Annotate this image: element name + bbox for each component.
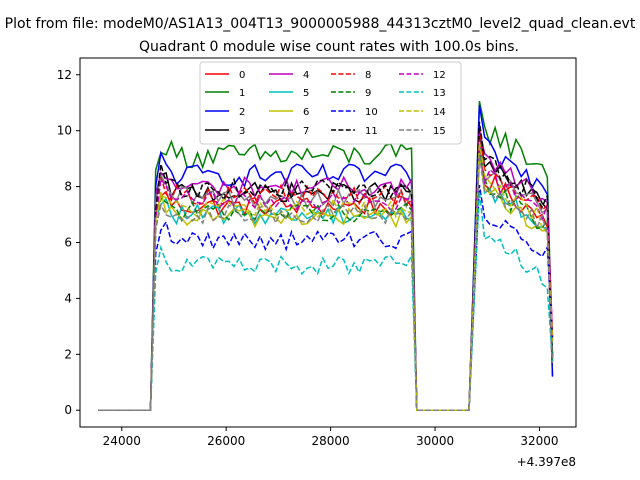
x-axis: 24000 26000 28000 30000 32000 xyxy=(103,427,559,448)
series-line-15 xyxy=(98,154,554,411)
legend-label: 13 xyxy=(433,88,446,99)
chart-title: Quadrant 0 module wise count rates with … xyxy=(139,39,519,55)
y-tick-label: 12 xyxy=(57,68,72,82)
legend-label: 9 xyxy=(365,88,371,99)
series-line-10 xyxy=(98,184,554,411)
series-lines xyxy=(98,101,554,411)
y-tick-label: 2 xyxy=(64,347,72,361)
y-tick-label: 6 xyxy=(64,236,72,250)
series-line-1 xyxy=(98,101,554,411)
figure-suptitle: Plot from file: modeM0/AS1A13_004T13_900… xyxy=(5,16,636,32)
legend-label: 0 xyxy=(239,70,245,81)
legend-label: 4 xyxy=(303,70,309,81)
legend-label: 8 xyxy=(365,70,371,81)
x-tick-label: 30000 xyxy=(416,434,454,448)
legend-box xyxy=(199,61,462,145)
legend-label: 6 xyxy=(303,107,309,118)
y-tick-label: 4 xyxy=(64,291,72,305)
y-tick-label: 10 xyxy=(57,124,72,138)
x-tick-label: 28000 xyxy=(312,434,350,448)
x-tick-label: 32000 xyxy=(520,434,558,448)
legend-label: 12 xyxy=(433,70,446,81)
y-tick-label: 8 xyxy=(64,180,72,194)
legend-label: 10 xyxy=(365,107,378,118)
legend-label: 15 xyxy=(433,126,446,137)
legend-label: 11 xyxy=(365,126,378,137)
x-tick-label: 24000 xyxy=(103,434,141,448)
x-offset-label: +4.397e8 xyxy=(517,455,576,469)
y-tick-label: 0 xyxy=(64,403,72,417)
legend-label: 2 xyxy=(239,107,245,118)
legend-label: 3 xyxy=(239,126,245,137)
series-line-13 xyxy=(98,191,554,411)
legend-label: 1 xyxy=(239,88,245,99)
legend-label: 14 xyxy=(433,107,446,118)
y-axis: 0 2 4 6 8 10 12 xyxy=(57,68,80,417)
legend-label: 7 xyxy=(303,126,309,137)
x-tick-label: 26000 xyxy=(207,434,245,448)
legend-label: 5 xyxy=(303,88,309,99)
